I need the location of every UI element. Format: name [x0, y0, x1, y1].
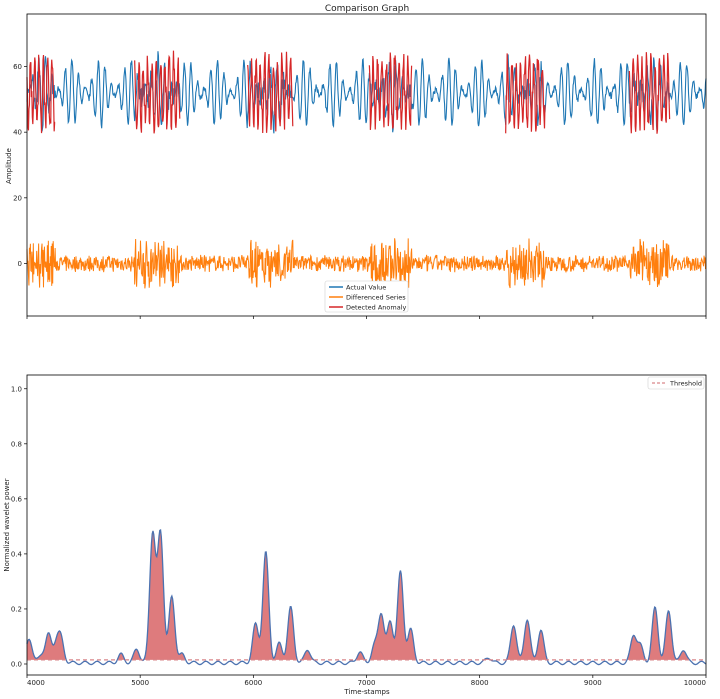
series-detected-anomaly [26, 54, 56, 134]
legend: Actual Value Differenced Series Detected… [324, 280, 409, 313]
chart-title: Comparison Graph [325, 4, 409, 14]
series-detected-anomaly [505, 53, 546, 134]
y-tick-label: 0.8 [11, 440, 22, 448]
y-tick-label: 60 [13, 63, 22, 71]
x-tick-group [26, 316, 707, 319]
series-wavelet-power [26, 528, 707, 666]
series-detected-anomaly [134, 50, 181, 134]
y-tick-group: 0 20 40 60 [13, 63, 27, 268]
y-axis-label: Normalized wavelet power [3, 478, 11, 571]
x-tick-group: 4000 5000 6000 7000 8000 9000 10000 [26, 675, 707, 687]
legend: Threshold [647, 376, 705, 390]
plot-frame [26, 13, 707, 317]
x-tick-label: 9000 [584, 679, 602, 687]
y-tick-label: 0.2 [11, 605, 22, 613]
series-detected-anomaly [628, 52, 671, 134]
legend-box [324, 280, 409, 313]
x-tick-label: 4000 [27, 679, 45, 687]
y-tick-label: 1.0 [11, 385, 22, 393]
top-chart-panel: Comparison Graph Amplitude 0 20 40 60 Actua… [5, 4, 707, 319]
x-tick-label: 5000 [131, 679, 149, 687]
series-group [26, 528, 707, 666]
x-tick-label: 8000 [471, 679, 489, 687]
y-tick-label: 40 [13, 129, 22, 137]
legend-label-anomaly: Detected Anomaly [346, 304, 407, 312]
y-tick-label: 0.6 [11, 495, 23, 503]
series-detected-anomaly [247, 51, 294, 133]
y-axis-label: Amplitude [5, 148, 13, 184]
legend-label-actual: Actual Value [346, 284, 386, 292]
legend-box [647, 376, 705, 390]
series-differenced [26, 238, 707, 289]
x-tick-label: 6000 [244, 679, 262, 687]
series-actual-value [26, 51, 707, 134]
x-tick-label: 7000 [358, 679, 376, 687]
y-tick-label: 0.0 [11, 660, 22, 668]
y-tick-group: 0.0 0.2 0.4 0.6 0.8 1.0 [11, 385, 27, 668]
x-tick-label: 10000 [684, 679, 706, 687]
series-group [26, 50, 707, 289]
series-detected-anomaly [368, 52, 413, 130]
power-fill-area [27, 529, 706, 660]
x-axis-label: Time-stamps [343, 688, 390, 696]
legend-label-differenced: Differenced Series [346, 294, 406, 302]
plot-frame [26, 374, 707, 676]
y-tick-label: 0.4 [11, 550, 23, 558]
y-tick-label: 0 [18, 260, 22, 268]
y-tick-label: 20 [13, 194, 22, 202]
legend-label-threshold: Threshold [669, 380, 702, 388]
bottom-chart-panel: Normalized wavelet power Time-stamps 0.0… [3, 374, 707, 696]
